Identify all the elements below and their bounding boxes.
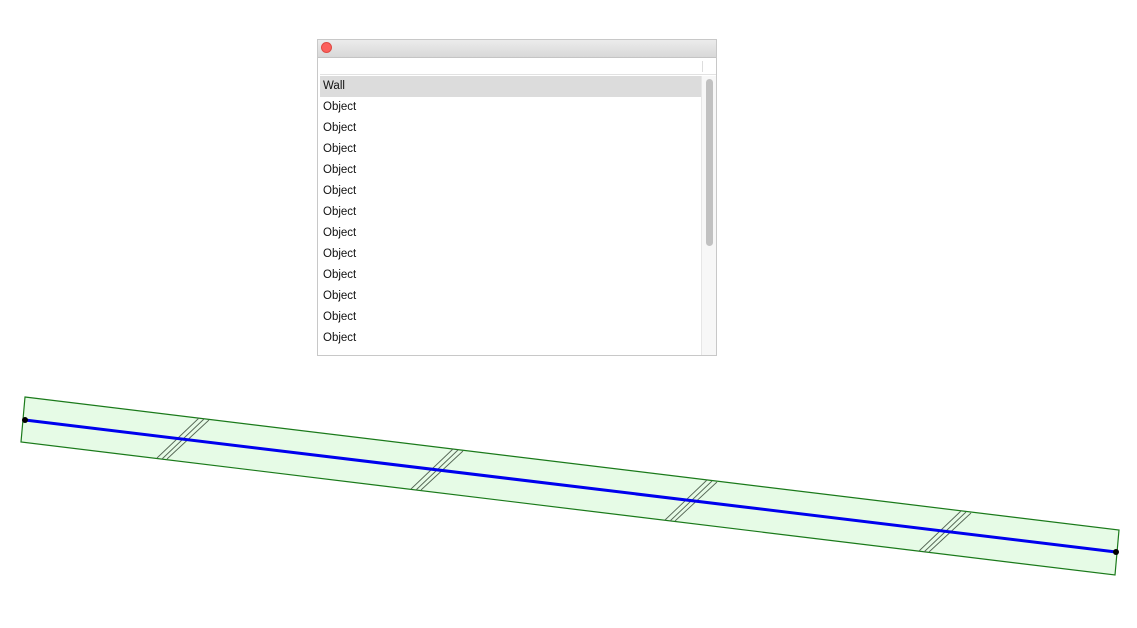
list-item[interactable]: Object [323, 332, 357, 344]
list-item[interactable]: Object [323, 206, 357, 218]
endpoint[interactable] [22, 417, 28, 423]
list-item[interactable]: Object [323, 269, 357, 281]
list-item[interactable]: Object [323, 101, 357, 113]
list-item[interactable]: Wall [320, 76, 701, 97]
wall-reference-line [24, 418, 1117, 554]
scroll-thumb[interactable] [706, 79, 713, 246]
endpoint[interactable] [1113, 549, 1119, 555]
window: Wall Object Object Object Object Object Object… [317, 39, 717, 356]
close-button[interactable] [321, 42, 332, 53]
list-item[interactable]: Object [323, 122, 357, 134]
list-header [320, 59, 716, 75]
list-item[interactable]: Object [323, 248, 357, 260]
list-item[interactable]: Object [323, 290, 357, 302]
list: Wall Object Object Object Object Object Object… [320, 76, 701, 355]
scrollbar[interactable] [701, 76, 716, 355]
title-bar [318, 40, 716, 58]
list-item[interactable]: Object [323, 311, 357, 323]
list-item[interactable]: Object [323, 227, 357, 239]
list-item[interactable]: Object [323, 143, 357, 155]
list-item[interactable]: Object [323, 164, 357, 176]
list-item[interactable]: Object [323, 185, 357, 197]
